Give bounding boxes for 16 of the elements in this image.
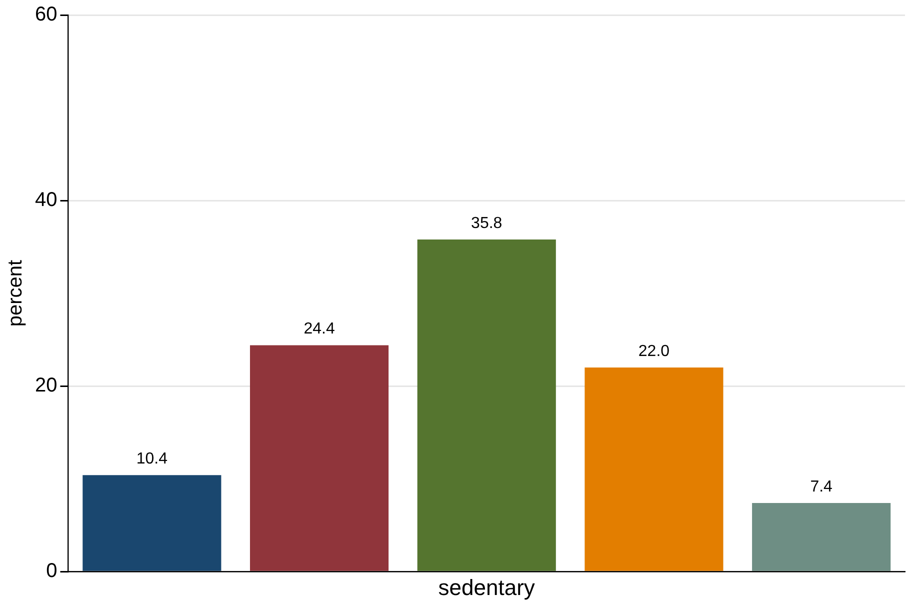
y-tick-label: 60: [34, 4, 58, 26]
bar: [752, 502, 891, 571]
y-tick-label: 20: [34, 374, 58, 397]
y-axis-title: percent: [4, 260, 27, 327]
bar: [584, 368, 724, 571]
data-label: 24.4: [304, 320, 335, 338]
x-axis-title: sedentary: [438, 574, 535, 600]
bar: [250, 345, 389, 571]
data-label: 35.8: [471, 214, 502, 232]
data-label: 10.4: [136, 450, 168, 468]
y-tick-label: 0: [46, 560, 58, 582]
data-label: 7.4: [810, 478, 833, 496]
bar: [417, 239, 556, 571]
y-tick-label: 40: [34, 189, 58, 212]
data-label: 22.0: [638, 342, 670, 360]
bar: [82, 475, 222, 571]
